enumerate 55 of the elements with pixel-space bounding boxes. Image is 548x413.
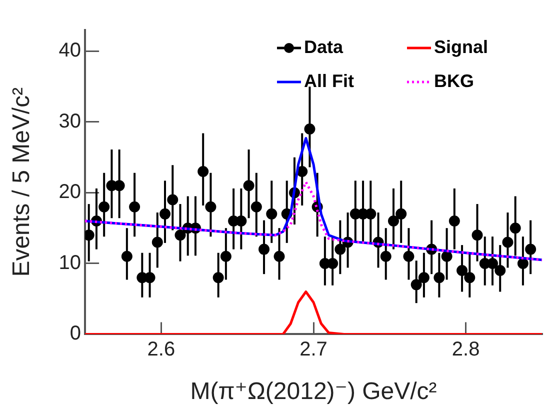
point	[129, 201, 140, 212]
point	[448, 216, 460, 227]
point	[510, 222, 521, 234]
legend-label: Signal	[434, 36, 488, 57]
point	[296, 166, 308, 177]
point	[160, 208, 171, 220]
legend-label: All Fit	[304, 70, 354, 91]
point	[205, 201, 216, 212]
point	[167, 194, 178, 206]
point	[258, 244, 270, 255]
point	[410, 279, 422, 290]
point	[98, 201, 110, 212]
point	[212, 272, 224, 284]
point	[121, 250, 132, 262]
point	[243, 180, 254, 192]
point	[456, 265, 468, 276]
y-tick-label: 10	[58, 252, 82, 274]
line-series	[85, 180, 542, 262]
point	[365, 208, 376, 220]
point	[494, 265, 506, 276]
point	[304, 124, 316, 135]
y-tick-label: 20	[58, 181, 82, 204]
point	[418, 272, 430, 284]
x-tick-label: 2.6	[147, 338, 176, 361]
y-tick-label: 40	[58, 40, 82, 62]
point	[250, 201, 262, 212]
y-tick-label: 30	[58, 110, 82, 132]
y-axis-title: Events / 5 MeV/c²	[8, 87, 36, 277]
point	[441, 250, 452, 262]
point	[502, 236, 514, 248]
point	[434, 272, 445, 284]
point	[266, 208, 278, 220]
y-tick-label: 0	[70, 322, 82, 345]
point	[198, 166, 209, 177]
legend-label: BKG	[434, 70, 474, 91]
point	[388, 216, 399, 227]
point	[334, 244, 346, 255]
point	[525, 244, 536, 255]
x-axis-title: M(π⁺Ω(2012)⁻) GeV/c²	[190, 378, 437, 406]
point	[236, 216, 247, 227]
point	[274, 250, 285, 262]
point	[472, 230, 483, 241]
legend-label: Data	[304, 36, 344, 57]
x-tick-label: 2.7	[300, 338, 328, 361]
point	[517, 258, 528, 269]
point	[396, 208, 407, 220]
point	[174, 230, 186, 241]
point	[220, 250, 232, 262]
point	[403, 250, 414, 262]
point	[464, 272, 476, 284]
point	[144, 272, 156, 284]
point	[152, 236, 163, 248]
point	[380, 250, 392, 262]
point	[327, 258, 338, 269]
x-tick-label: 2.8	[452, 338, 480, 361]
